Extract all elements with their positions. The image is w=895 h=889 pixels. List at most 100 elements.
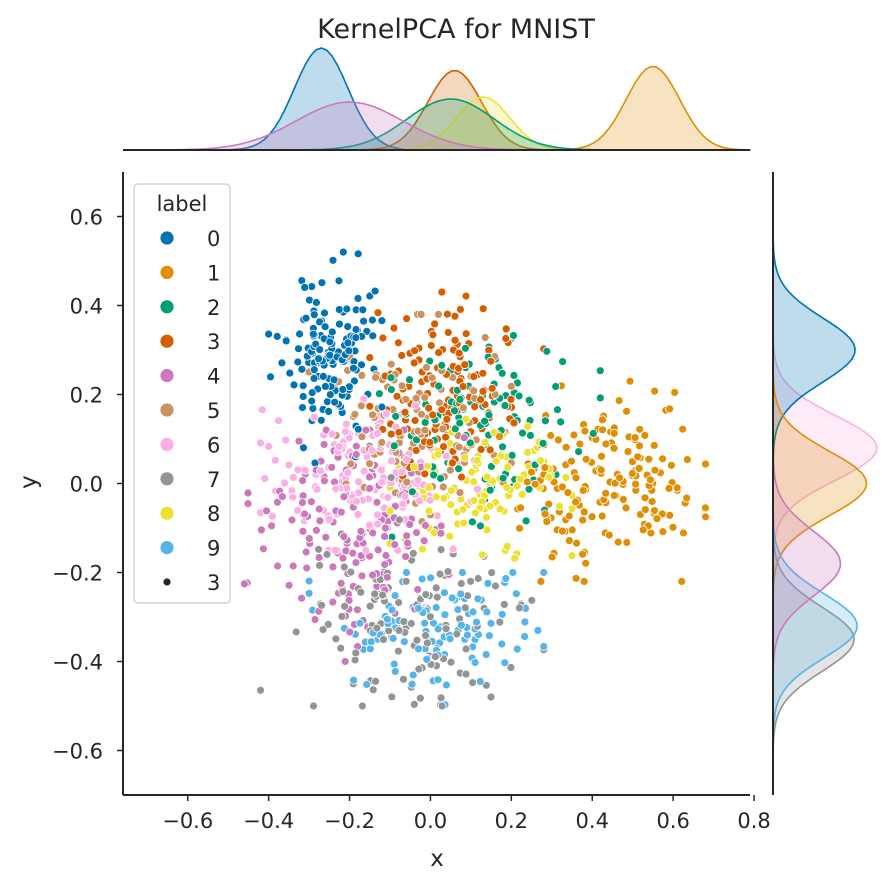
legend-label-8: 8 [207,502,220,526]
scatter-point-label-8 [461,414,471,424]
scatter-point-label-2 [514,391,524,401]
scatter-point-label-4 [300,509,310,519]
scatter-point-label-5 [438,482,448,492]
scatter-point-label-2 [476,521,485,531]
scatter-point-label-0 [325,337,335,347]
scatter-point-label-0 [318,371,328,381]
scatter-point-label-0 [299,443,308,453]
scatter-point-label-4 [403,538,413,548]
scatter-point-label-3 [411,446,421,455]
scatter-point-label-6 [340,427,350,437]
scatter-point-label-1 [646,475,655,485]
scatter-point-label-0 [309,310,319,320]
scatter-point-label-1 [571,473,581,483]
scatter-point-label-7 [456,579,466,588]
scatter-point-label-3 [397,351,407,360]
scatter-point-label-5 [365,459,375,469]
scatter-point-label-2 [455,418,465,428]
scatter-point-label-9 [472,617,481,627]
scatter-point-label-0 [297,364,307,374]
scatter-point-label-1 [542,517,552,526]
scatter-point-label-7 [351,648,361,658]
scatter-point-label-1 [640,493,650,503]
scatter-point-label-9 [533,626,543,635]
scatter-point-label-1 [640,505,650,515]
scatter-point-label-2 [420,418,430,427]
scatter-point-label-2 [386,385,396,395]
scatter-point-label-2 [429,470,439,480]
scatter-point-label-8 [536,456,545,466]
scatter-point-label-6 [334,442,344,452]
scatter-point-label-8 [385,506,395,516]
scatter-point-label-5 [402,477,412,487]
scatter-point-label-7 [340,601,350,611]
scatter-point-label-1 [578,549,587,559]
scatter-point-label-1 [580,426,590,436]
scatter-point-label-0 [348,363,358,373]
scatter-point-label-4 [328,562,338,572]
scatter-point-label-3 [487,383,497,393]
scatter-point-label-2 [595,393,605,403]
legend-marker-1 [159,264,175,280]
scatter-point-label-6 [415,496,425,506]
scatter-point-label-0 [298,381,308,391]
scatter-point-label-7 [473,574,483,583]
scatter-point-label-2 [386,373,396,383]
scatter-point-label-6 [365,520,375,530]
scatter-point-label-1 [650,386,659,396]
scatter-point-label-9 [520,632,529,641]
scatter-point-label-1 [627,469,637,478]
scatter-point-label-6 [342,483,352,493]
scatter-point-label-8 [439,493,449,503]
scatter-point-label-4 [372,497,382,507]
scatter-point-label-1 [701,512,710,522]
scatter-point-label-0 [311,298,321,307]
scatter-point-label-4 [306,497,316,507]
scatter-point-label-7 [499,600,509,609]
scatter-point-label-3 [478,386,488,396]
scatter-point-label-0 [314,354,324,364]
scatter-point-label-4 [381,551,391,560]
scatter-point-label-3 [386,429,396,439]
scatter-point-label-1 [578,485,588,495]
scatter-point-label-3 [476,444,486,454]
scatter-point-label-7 [468,678,478,687]
scatter-point-label-8 [567,551,577,560]
scatter-point-label-4 [302,563,312,573]
scatter-point-label-7 [346,567,356,577]
x-tick-label: −0.6 [162,809,213,833]
scatter-point-label-8 [467,467,477,477]
scatter-point-label-4 [294,436,304,446]
scatter-point-label-4 [262,506,271,516]
scatter-point-label-0 [307,388,317,398]
scatter-point-label-1 [546,431,556,440]
scatter-point-label-9 [447,593,457,603]
scatter-point-label-3 [458,382,468,391]
scatter-point-label-3 [410,416,420,426]
legend-marker-2 [159,299,175,315]
scatter-point-label-9 [433,624,443,634]
scatter-point-label-0 [308,404,318,413]
scatter-point-label-2 [460,343,470,353]
x-ticks: −0.6 −0.4 −0.2 0.0 0.2 0.4 0.6 0.8 [162,795,771,833]
scatter-point-label-8 [477,550,487,560]
scatter-point-label-3 [461,329,471,339]
scatter-point-label-8 [482,525,492,535]
scatter-point-label-1 [571,497,580,507]
scatter-point-label-6 [341,419,351,429]
scatter-point-label-0 [334,319,344,329]
scatter-point-label-4 [239,579,249,589]
scatter-point-label-6 [361,545,371,555]
scatter-point-label-9 [475,677,485,686]
scatter-point-label-3 [447,458,457,468]
scatter-point-label-8 [446,500,456,510]
scatter-point-label-8 [459,518,469,528]
scatter-point-label-2 [465,438,475,448]
scatter-point-label-7 [357,701,367,711]
scatter-point-label-1 [638,525,648,535]
scatter-point-label-1 [647,497,657,506]
scatter-point-label-1 [614,396,624,406]
scatter-point-label-4 [298,526,308,536]
scatter-point-label-6 [359,466,369,476]
